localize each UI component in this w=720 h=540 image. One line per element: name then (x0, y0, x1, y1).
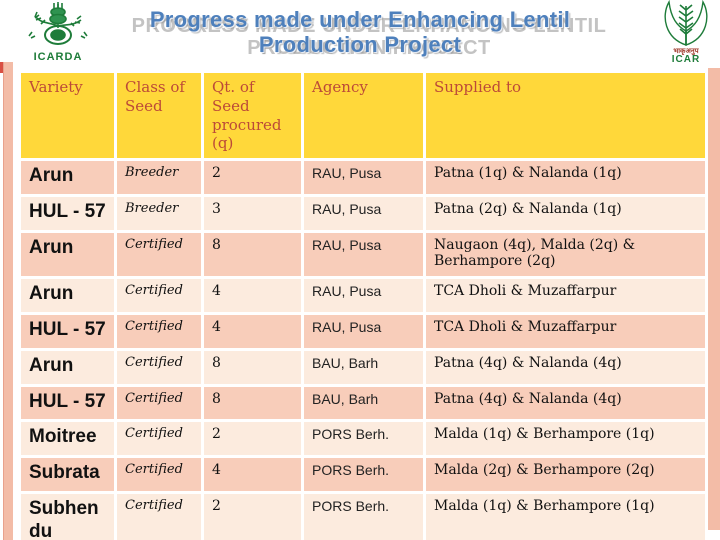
class-cell: Certified (117, 458, 201, 491)
title-line2: Production Project (258, 31, 462, 57)
supplied-cell: Malda (2q) & Berhampore (2q) (426, 458, 705, 491)
agency-cell: RAU, Pusa (304, 196, 423, 230)
slide-title: Progress made under Enhancing Lentil Pro… (105, 7, 615, 66)
class-cell: Certified (117, 386, 201, 420)
table-row: HUL - 57 Breeder 3 RAU, Pusa Patna (2q) & Na… (21, 196, 705, 230)
agency-cell: PORS Berh. (304, 458, 423, 491)
supplied-cell: Patna (1q) & Nalanda (1q) (426, 161, 705, 194)
table-row: Subhendu Certified 2 PORS Berh. Malda (1q) &… (21, 493, 705, 540)
supplied-cell: Patna (2q) & Nalanda (1q) (426, 196, 705, 230)
class-cell: Breeder (117, 161, 201, 194)
header-agency: Agency (304, 73, 423, 158)
icar-hindi-label: भाकृअनुप (673, 48, 699, 55)
class-cell: Certified (117, 232, 201, 277)
table-body: Arun Breeder 2 RAU, Pusa Patna (1q) & Naland… (21, 161, 705, 540)
supplied-cell: Patna (4q) & Nalanda (4q) (426, 350, 705, 384)
agency-cell: BAU, Barh (304, 350, 423, 384)
agency-cell: RAU, Pusa (304, 314, 423, 348)
table-row: Arun Breeder 2 RAU, Pusa Patna (1q) & Naland… (21, 161, 705, 194)
qty-cell: 4 (204, 458, 301, 491)
class-cell: Certified (117, 350, 201, 384)
slide-title-text: Progress made under Enhancing Lentil Pro… (105, 7, 615, 57)
table-row: Arun Certified 8 RAU, Pusa Naugaon (4q), Mal… (21, 232, 705, 277)
variety-cell: Arun (21, 350, 114, 384)
supplied-cell: Malda (1q) & Berhampore (1q) (426, 493, 705, 540)
variety-cell: Arun (21, 232, 114, 277)
agency-cell: PORS Berh. (304, 422, 423, 456)
seed-distribution-table: Variety Class of Seed Qt. of Seed procur… (18, 70, 708, 540)
right-edge-strip (708, 68, 720, 530)
header-supplied: Supplied to (426, 73, 705, 158)
variety-cell: Arun (21, 161, 114, 194)
variety-cell: Subrata (21, 458, 114, 491)
class-cell: Certified (117, 279, 201, 312)
table-row: HUL - 57 Certified 4 RAU, Pusa TCA Dholi & M… (21, 314, 705, 348)
agency-cell: BAU, Barh (304, 386, 423, 420)
variety-cell: HUL - 57 (21, 196, 114, 230)
table-row: Arun Certified 8 BAU, Barh Patna (4q) & Nala… (21, 350, 705, 384)
supplied-cell: TCA Dholi & Muzaffarpur (426, 279, 705, 312)
class-cell: Certified (117, 422, 201, 456)
table-row: HUL - 57 Certified 8 BAU, Barh Patna (4q) & … (21, 386, 705, 420)
agency-cell: RAU, Pusa (304, 279, 423, 312)
title-shadow-line1: Progress made under Enhancing Lentil (131, 15, 607, 37)
supplied-cell: Patna (4q) & Nalanda (4q) (426, 386, 705, 420)
variety-cell: Subhendu (21, 493, 114, 540)
icar-logo: भाकृअनुप ICAR (654, 0, 718, 65)
qty-cell: 2 (204, 422, 301, 456)
table-header-row: Variety Class of Seed Qt. of Seed procur… (21, 73, 705, 158)
icar-logo-label: ICAR (671, 54, 701, 65)
supplied-cell: Naugaon (4q), Malda (2q) & Berhampore (2… (426, 232, 705, 277)
title-line1: Progress made under Enhancing Lentil (149, 7, 571, 32)
variety-cell: Arun (21, 279, 114, 312)
title-shadow-line2: Production Project (247, 37, 491, 60)
icarda-logo: ICARDA (10, 2, 106, 63)
qty-cell: 4 (204, 314, 301, 348)
table-row: Subrata Certified 4 PORS Berh. Malda (2q) & … (21, 458, 705, 491)
agency-cell: PORS Berh. (304, 493, 423, 540)
qty-cell: 8 (204, 232, 301, 277)
qty-cell: 4 (204, 279, 301, 312)
class-cell: Certified (117, 493, 201, 540)
table-row: Moitree Certified 2 PORS Berh. Malda (1q) & … (21, 422, 705, 456)
agency-cell: RAU, Pusa (304, 232, 423, 277)
icarda-plant-icon (27, 2, 89, 52)
header-variety: Variety (21, 73, 114, 158)
agency-cell: RAU, Pusa (304, 161, 423, 194)
qty-cell: 3 (204, 196, 301, 230)
qty-cell: 2 (204, 161, 301, 194)
class-cell: Breeder (117, 196, 201, 230)
qty-cell: 8 (204, 350, 301, 384)
class-cell: Certified (117, 314, 201, 348)
header-qty: Qt. of Seed procured (q) (204, 73, 301, 158)
table-header: Variety Class of Seed Qt. of Seed procur… (21, 73, 705, 158)
slide-title-shadow: Progress made under Enhancing Lentil Pro… (114, 15, 624, 60)
icarda-logo-label: ICARDA (33, 51, 83, 63)
left-edge-strip (3, 62, 13, 540)
variety-cell: Moitree (21, 422, 114, 456)
header-class: Class of Seed (117, 73, 201, 158)
supplied-cell: TCA Dholi & Muzaffarpur (426, 314, 705, 348)
table-row: Arun Certified 4 RAU, Pusa TCA Dholi & Muzaf… (21, 279, 705, 312)
qty-cell: 2 (204, 493, 301, 540)
variety-cell: HUL - 57 (21, 386, 114, 420)
supplied-cell: Malda (1q) & Berhampore (1q) (426, 422, 705, 456)
variety-cell: HUL - 57 (21, 314, 114, 348)
icar-wheat-icon (657, 0, 715, 50)
qty-cell: 8 (204, 386, 301, 420)
